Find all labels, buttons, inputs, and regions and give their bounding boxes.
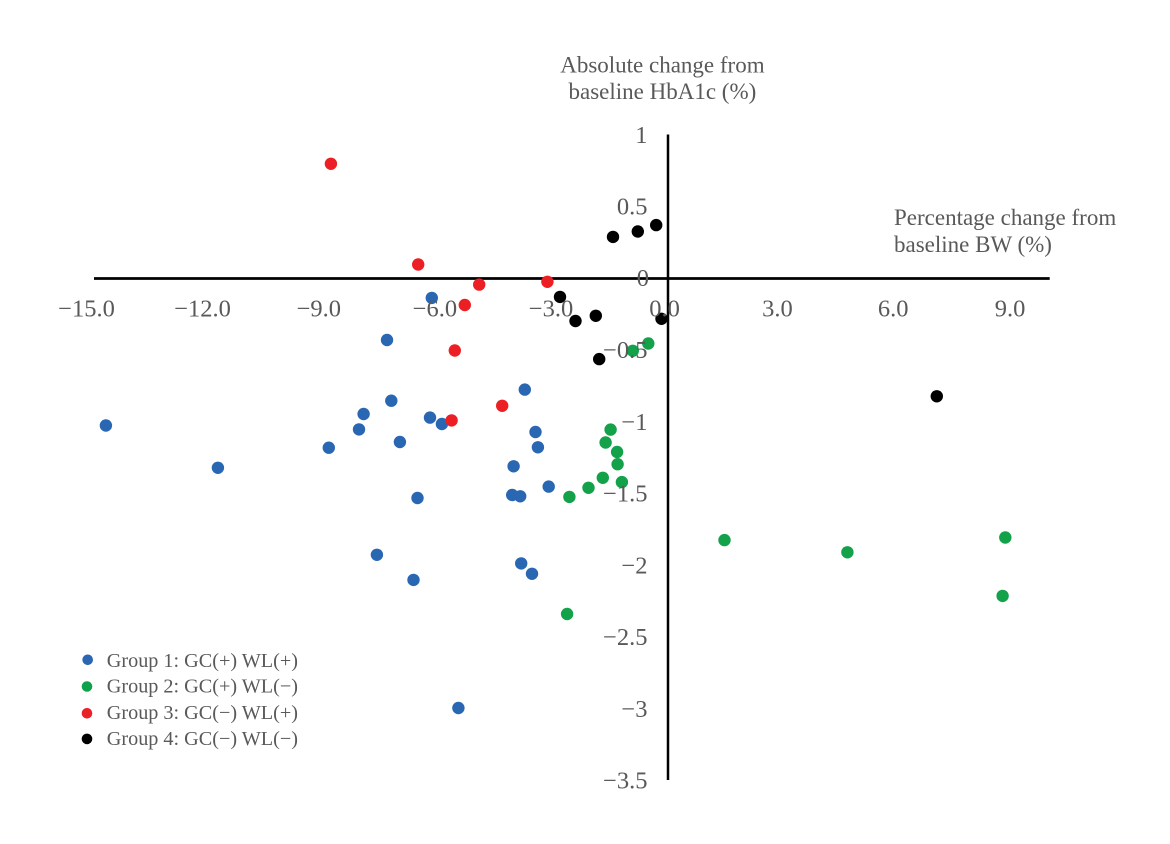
- svg-text:−1.5: −1.5: [603, 481, 647, 508]
- svg-text:9.0: 9.0: [995, 296, 1026, 323]
- svg-text:−12.0: −12.0: [174, 296, 231, 323]
- svg-text:−3.5: −3.5: [603, 768, 647, 795]
- svg-text:baseline BW (%): baseline BW (%): [894, 232, 1052, 257]
- svg-text:−3: −3: [621, 696, 647, 723]
- svg-text:0: 0: [637, 265, 649, 292]
- svg-text:baseline HbA1c (%): baseline HbA1c (%): [569, 79, 757, 104]
- svg-text:Absolute change from: Absolute change from: [560, 52, 764, 77]
- svg-text:−6.0: −6.0: [413, 296, 457, 323]
- svg-text:−2: −2: [621, 552, 647, 579]
- svg-text:−9.0: −9.0: [297, 296, 341, 323]
- svg-text:−1: −1: [621, 409, 647, 436]
- svg-text:3.0: 3.0: [762, 296, 793, 323]
- svg-text:−15.0: −15.0: [58, 296, 115, 323]
- svg-text:Group 4: GC(−) WL(−): Group 4: GC(−) WL(−): [107, 728, 298, 750]
- svg-text:1: 1: [635, 122, 647, 149]
- svg-text:−2.5: −2.5: [603, 624, 647, 651]
- svg-text:Group 1: GC(+) WL(+): Group 1: GC(+) WL(+): [107, 650, 298, 672]
- svg-text:0.5: 0.5: [617, 194, 648, 221]
- svg-text:Percentage change from: Percentage change from: [894, 205, 1116, 230]
- svg-text:−0.5: −0.5: [603, 337, 647, 364]
- svg-text:Group 2: GC(+) WL(−): Group 2: GC(+) WL(−): [107, 676, 298, 698]
- svg-text:6.0: 6.0: [878, 296, 909, 323]
- svg-text:−3.0: −3.0: [529, 296, 573, 323]
- svg-text:Group 3: GC(−) WL(+): Group 3: GC(−) WL(+): [107, 702, 298, 724]
- svg-text:0.0: 0.0: [649, 296, 680, 323]
